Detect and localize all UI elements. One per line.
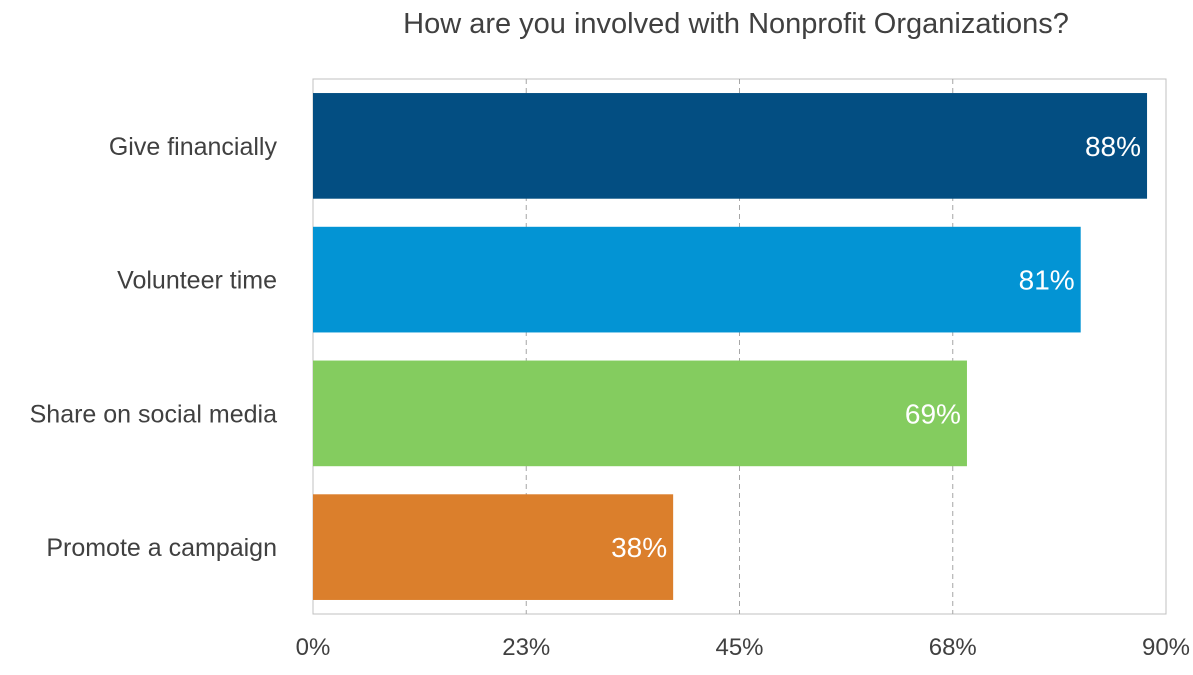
bar-value-label: 38% — [611, 532, 667, 563]
chart-title: How are you involved with Nonprofit Orga… — [403, 8, 1069, 40]
x-tick-label: 45% — [715, 634, 763, 661]
x-tick-label: 0% — [296, 634, 331, 661]
bar — [313, 494, 674, 600]
x-tick-label: 68% — [929, 634, 977, 661]
category-label: Give financially — [109, 133, 278, 161]
bar-value-label: 69% — [905, 398, 961, 429]
x-tick-label: 23% — [502, 634, 550, 661]
category-label: Share on social media — [30, 400, 277, 428]
bar — [313, 226, 1081, 333]
bar — [313, 360, 967, 467]
bar — [313, 93, 1148, 199]
category-label: Promote a campaign — [46, 534, 277, 562]
bar-value-label: 81% — [1019, 265, 1075, 296]
x-tick-label: 90% — [1142, 634, 1190, 661]
bar-value-label: 88% — [1085, 131, 1141, 162]
category-label: Volunteer time — [117, 267, 277, 295]
bar-series: 88% 81% 69% 38% — [313, 93, 1148, 600]
x-axis-tick-labels: 0% 23% 45% 68% 90% — [296, 634, 1190, 661]
category-labels: Give financially Volunteer time Share on s… — [30, 133, 278, 562]
